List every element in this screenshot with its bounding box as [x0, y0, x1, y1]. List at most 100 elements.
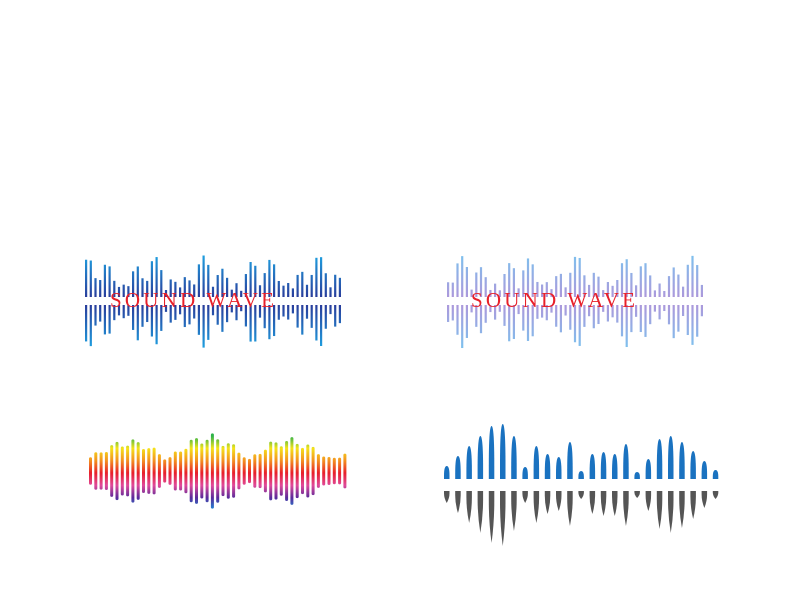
wave-bar-bottom [611, 305, 614, 318]
spike-bottom [701, 491, 708, 508]
spike-top [500, 424, 506, 479]
rainbow-bar [94, 452, 98, 490]
spike-top [634, 472, 640, 479]
rainbow-bar [99, 452, 103, 490]
wave-bar-bottom [691, 305, 694, 345]
spike-bottom [645, 491, 652, 511]
rainbow-bar [115, 441, 119, 501]
wave-bar-bottom [625, 305, 628, 348]
wave-bar-bottom [291, 305, 294, 314]
spike-top [477, 436, 484, 479]
wave-bar-top [273, 264, 276, 297]
wave-bar-top [583, 275, 586, 297]
wave-bar-bottom [127, 305, 130, 316]
wave-bar-top [183, 277, 186, 297]
wave-bar-bottom [122, 305, 125, 319]
rainbow-bar [200, 443, 204, 499]
wave-bar-bottom [141, 305, 144, 327]
wave-bar-top [249, 262, 252, 297]
wave-bar-top [550, 289, 553, 297]
wave-bar-bottom [108, 305, 111, 334]
wave-bar-bottom [85, 305, 88, 342]
wave-bar-top [677, 274, 680, 297]
wave-bar-bottom [649, 305, 652, 325]
spike-top [556, 457, 562, 479]
spike-top [701, 461, 708, 479]
wave-bar-top [287, 282, 290, 297]
wave-bar-top [484, 277, 487, 297]
rainbow-bar [295, 443, 299, 499]
wave-bar-bottom [644, 305, 647, 337]
rainbow-bar [168, 457, 172, 485]
rainbow-bar [136, 442, 140, 500]
spike-bottom [612, 491, 618, 516]
wave-bar-top [277, 280, 280, 297]
wave-bar-top [512, 268, 515, 297]
spike-top [444, 466, 450, 479]
wave-bar-bottom [475, 305, 478, 327]
spike-bottom [589, 491, 596, 514]
wave-bar-top [136, 266, 139, 297]
rainbow-bar [104, 452, 108, 490]
rainbow-bar [311, 446, 315, 496]
wave-bar-bottom [296, 305, 299, 328]
wave-bar-bottom [569, 305, 572, 330]
spike-top [567, 442, 573, 479]
wave-bar-bottom [258, 305, 262, 318]
wave-bar-top [564, 287, 567, 297]
wave-bar-bottom [338, 305, 341, 324]
wave-bar-bottom [545, 305, 548, 321]
wave-bar-bottom [620, 305, 624, 337]
wave-bar-bottom [211, 305, 215, 316]
wave-bar-bottom [301, 305, 304, 335]
rainbow-bar [242, 457, 246, 485]
wave-bar-top [197, 264, 200, 297]
wave-bar-top [207, 264, 210, 297]
wave-bar-bottom [334, 305, 337, 327]
spike-bottom [533, 491, 540, 523]
wave-bar-bottom [564, 305, 567, 316]
wave-bar-bottom [639, 305, 642, 333]
wave-bar-top [649, 275, 652, 297]
wave-bar-bottom [207, 305, 210, 340]
spike-top [712, 470, 719, 479]
wave-bar-bottom [602, 305, 605, 312]
spike-top [690, 451, 696, 479]
rainbow-bar [147, 448, 151, 494]
wave-bar-top [263, 273, 266, 297]
wave-bar-top [99, 280, 102, 297]
spike-bottom [623, 491, 629, 526]
wave-bar-top [635, 285, 638, 297]
wave-bar-top [611, 285, 614, 297]
spike-bottom [668, 491, 674, 533]
spike-bottom [656, 491, 663, 529]
wave-bar-bottom [672, 305, 675, 339]
wave-bar-bottom [508, 305, 511, 342]
wave-bar-bottom [616, 305, 619, 323]
wave-bar-top [141, 278, 144, 297]
spike-top [612, 454, 618, 479]
wave-bar-top [338, 277, 341, 297]
spike-bottom [679, 491, 685, 528]
wave-bar-top [555, 276, 558, 297]
wave-bar-bottom [305, 305, 309, 319]
rainbow-bar [221, 445, 225, 497]
wave-bar-bottom [498, 305, 501, 312]
wave-bar-bottom [682, 305, 685, 316]
wave-bar-bottom [479, 305, 483, 334]
wave-bar-top [179, 287, 182, 297]
wave-bar-bottom [277, 305, 280, 320]
rainbow-bar [232, 444, 236, 498]
rainbow-bar [89, 457, 92, 485]
wave-bar-top [606, 282, 609, 297]
wave-bar-bottom [188, 305, 191, 325]
spike-bottom [455, 491, 461, 513]
spike-top [679, 442, 685, 479]
wave-bar-bottom [550, 305, 553, 313]
wave-bar-top [479, 267, 483, 297]
rainbow-bar [189, 439, 193, 503]
wave-bar-top [113, 280, 116, 297]
